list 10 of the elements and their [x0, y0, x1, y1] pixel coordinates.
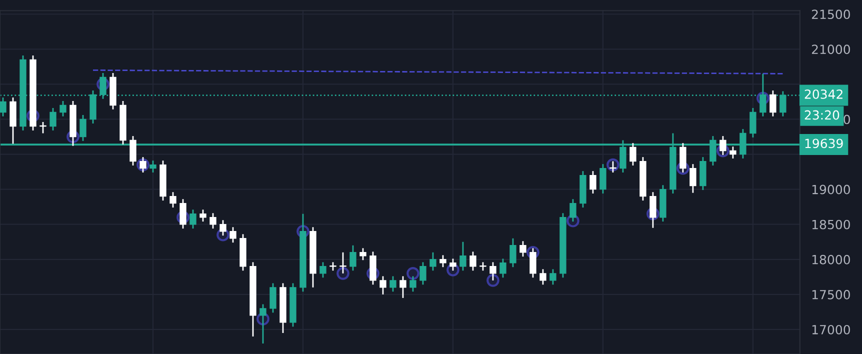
y-tick-label: 18000 — [812, 254, 850, 264]
y-tick-label: 17500 — [812, 290, 850, 300]
y-tick-label: 17000 — [812, 324, 850, 334]
y-tick-label: 21000 — [812, 44, 850, 54]
y-tick-label: 18500 — [812, 220, 850, 230]
ref-line-label: 19639 — [805, 138, 843, 148]
text: 23:20 — [804, 110, 840, 120]
ref-line-label: 20342 — [804, 89, 842, 99]
y-tick-label: 21500 — [812, 10, 850, 20]
y-tick-label: 19000 — [812, 184, 850, 194]
